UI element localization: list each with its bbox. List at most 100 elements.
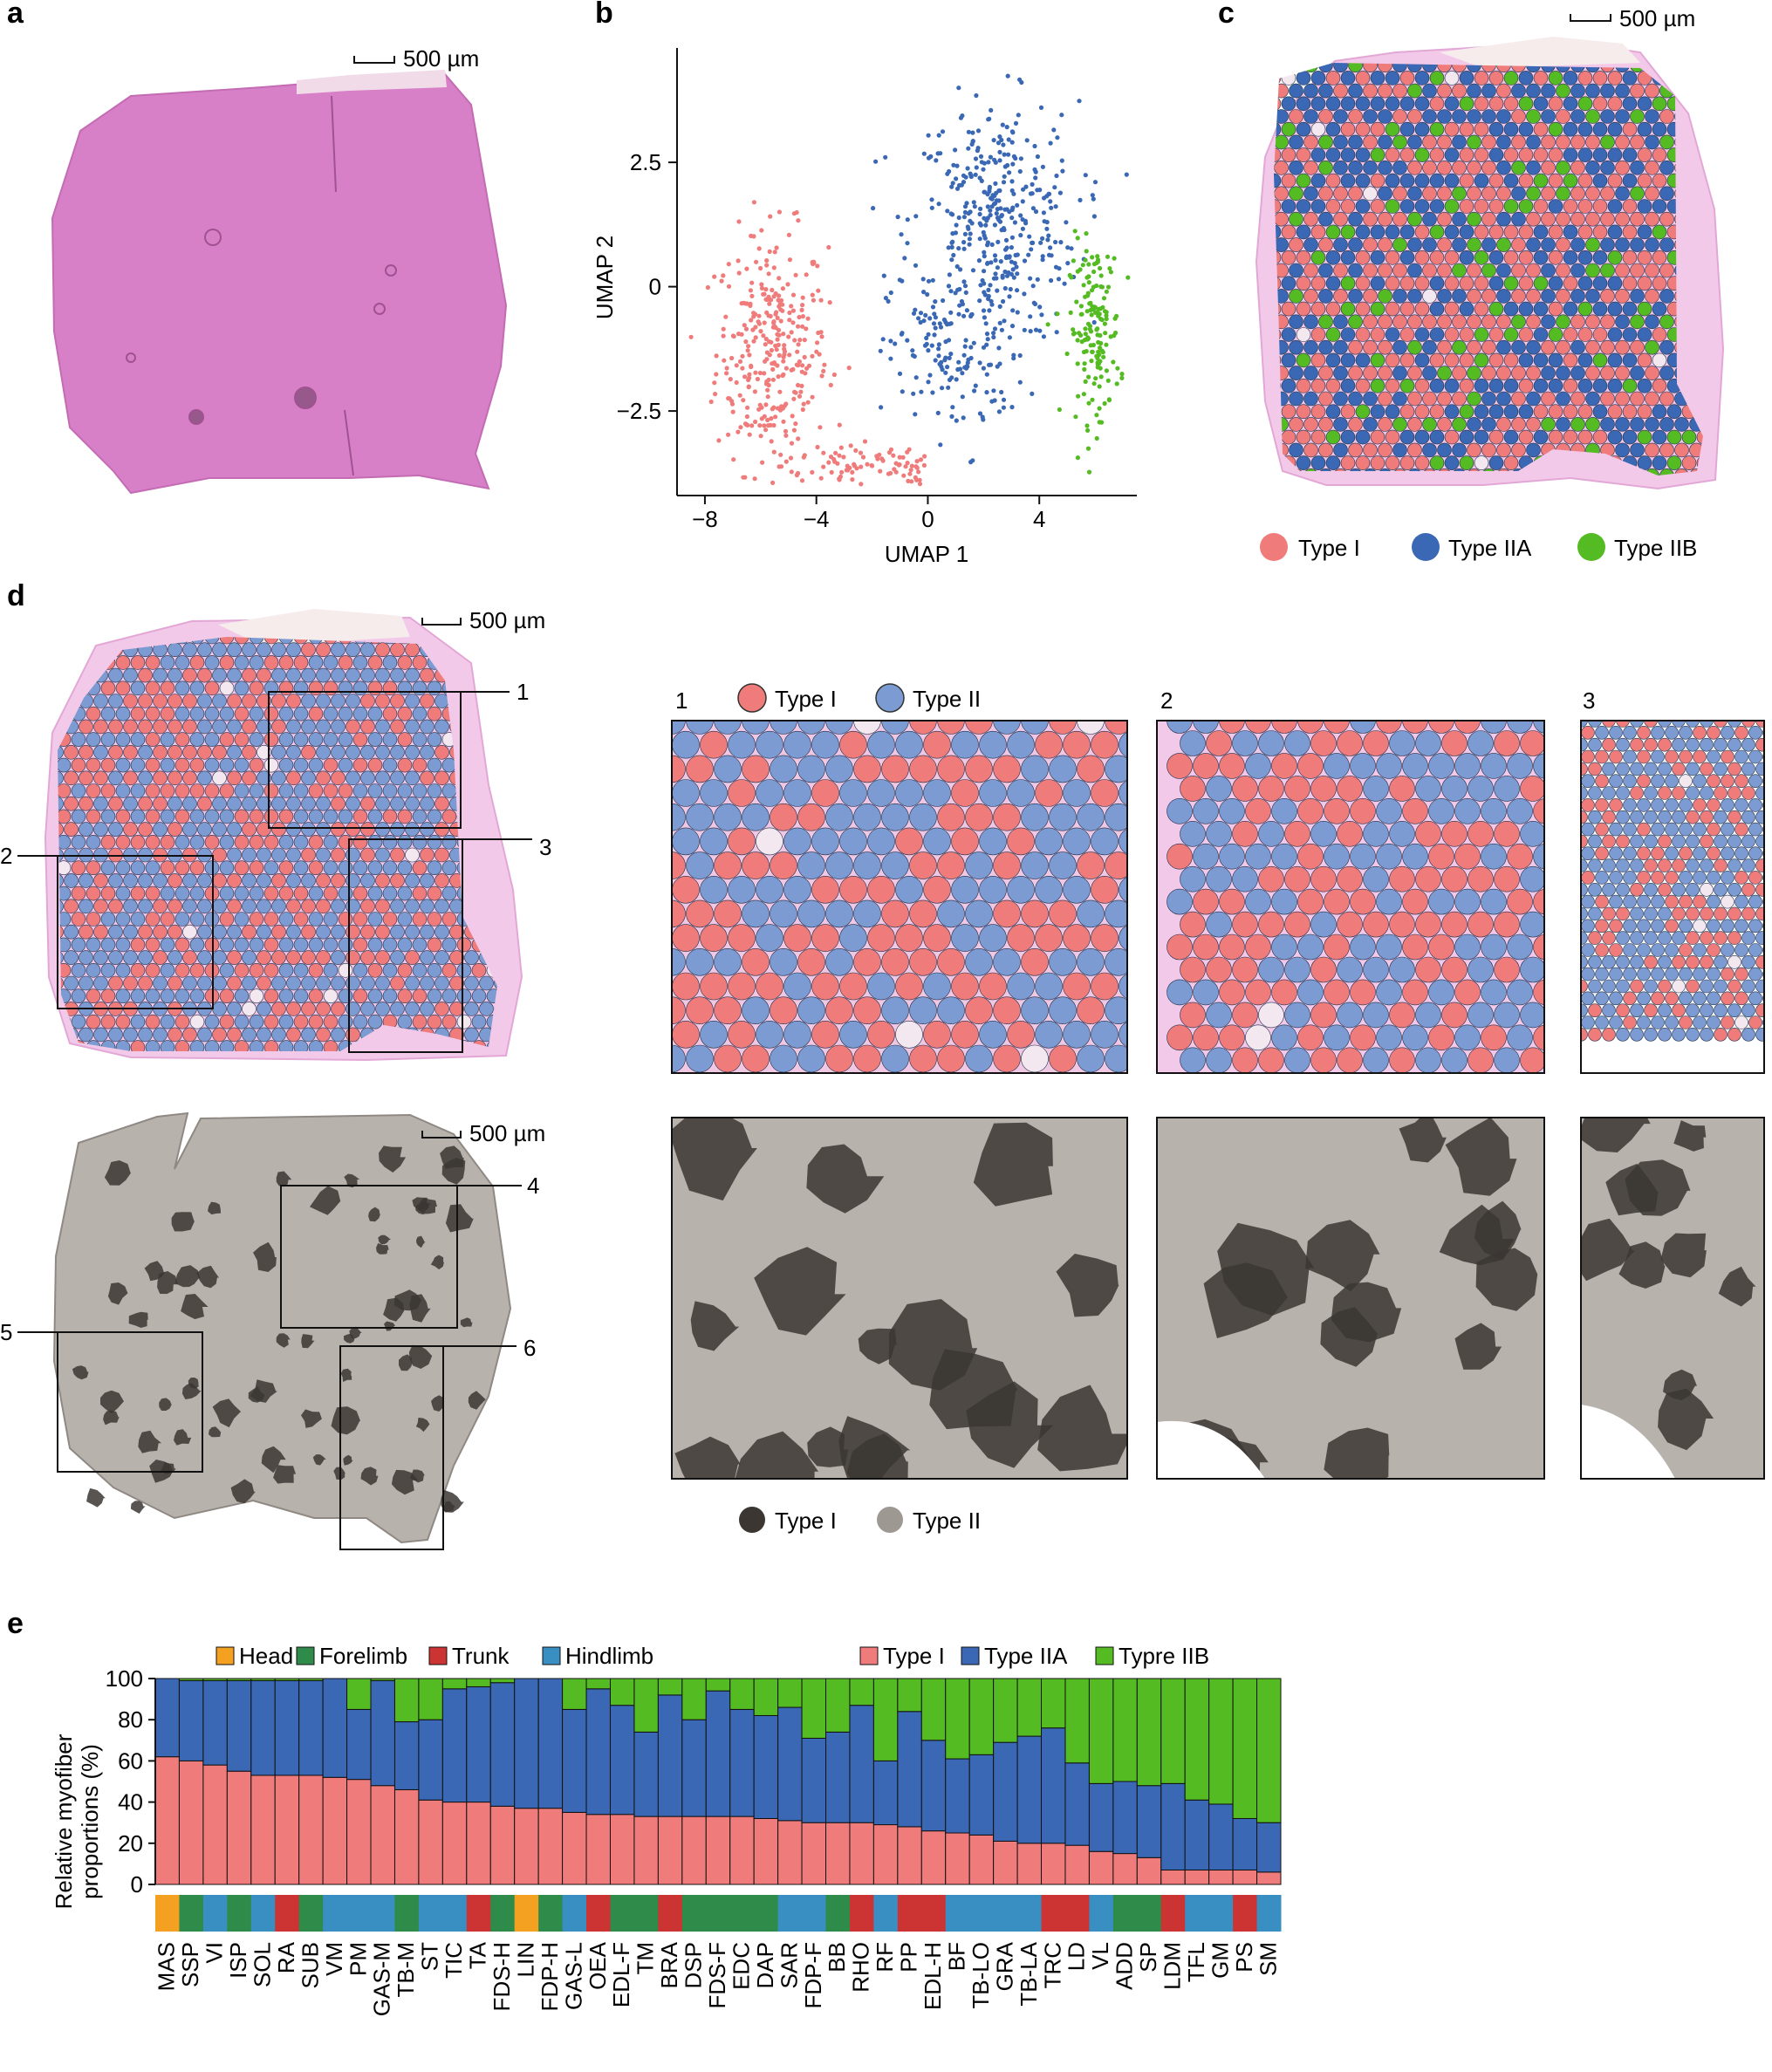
type-i-cluster [86,1487,106,1508]
spot [390,950,405,965]
umap-point [1044,226,1050,231]
spot [783,972,811,1001]
spot [1459,121,1474,137]
spot [1274,121,1282,137]
spot [1637,276,1652,291]
spot [1622,327,1638,342]
umap-point [1032,301,1038,307]
spot [182,770,197,786]
zoom-box-3 [348,838,463,1053]
umap-point [1011,356,1016,361]
spot [1520,865,1544,892]
spot [234,809,250,824]
spot [1468,1002,1494,1029]
spot [1303,289,1318,304]
spot [174,757,190,773]
spot [1755,906,1764,921]
spot [316,744,331,760]
spot [1533,721,1544,734]
spot [1355,276,1371,291]
spot [271,744,286,760]
spot [138,873,153,888]
spot [367,655,383,670]
spot [1679,822,1693,837]
umap-point [799,369,804,374]
spot [1180,865,1206,892]
umap-point [1057,407,1062,413]
spot [1206,776,1232,802]
spot [1296,352,1311,368]
spot [1297,753,1324,779]
spot [1644,786,1658,800]
spot [1585,391,1600,407]
umap-point [800,314,806,319]
region-cell [490,1895,516,1932]
spot [1444,147,1460,162]
umap-point [989,242,995,247]
umap-point [1009,405,1015,410]
spot [1333,211,1348,227]
umap-point [1010,308,1016,313]
legend-c-label-type-iia: Type IIA [1448,535,1532,561]
spot [1474,173,1489,188]
spot [770,803,797,831]
spot [1644,882,1658,897]
spot [1526,391,1541,407]
spot [1556,109,1570,124]
spot [1615,442,1630,458]
umap-point [787,318,792,323]
spot [1533,888,1544,915]
umap-point [1081,349,1087,355]
type-i-cluster [416,1235,426,1248]
spot [1325,147,1341,162]
spot [1429,404,1445,420]
spot [352,886,368,901]
spot [1481,134,1496,150]
spot [1644,858,1658,872]
spot [197,822,212,837]
umap-point [751,234,756,239]
spot [331,719,346,735]
spot [441,937,457,953]
spot [1707,943,1721,957]
umap-point [997,134,1002,140]
bar-segment [178,1678,204,1681]
spot [1556,161,1570,175]
spot [909,803,937,831]
spot [1581,931,1588,945]
spot [1563,71,1578,85]
umap-point [735,258,741,263]
umap-point [811,297,817,303]
zoom-box-1 [268,691,462,829]
spot [1310,121,1326,137]
spot [65,1053,79,1067]
umap-point [977,236,982,242]
umap-point [883,296,889,301]
spot [108,822,123,837]
spot [839,924,867,952]
spot [1429,250,1445,265]
umap-point [975,128,982,133]
bar-segment [801,1737,827,1823]
spot [323,809,339,824]
bar-chart-y-label-line-2: proportions (%) [77,1744,103,1899]
spot [390,642,405,658]
umap-point [738,425,743,430]
spot [1206,911,1232,938]
spot [1696,71,1703,85]
spot [1437,289,1452,304]
spot [1389,776,1415,802]
umap-point [1008,286,1013,292]
bar-segment [322,1678,348,1778]
type-i-cluster [754,1247,846,1336]
spot [1459,199,1474,214]
region-legend-label: Forelimb [319,1643,407,1669]
spot [338,655,353,670]
spot [1488,199,1504,214]
spot [375,899,390,914]
spot [1392,263,1407,278]
umap-point [878,348,883,353]
spot [249,860,264,876]
spot [1007,972,1035,1001]
muscle-label: OEA [585,1941,611,1990]
